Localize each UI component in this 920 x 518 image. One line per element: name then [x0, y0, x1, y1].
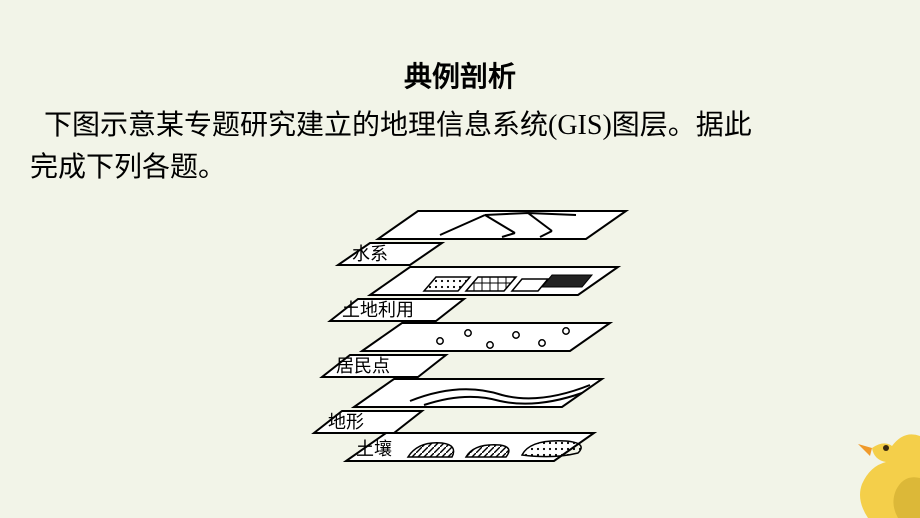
- layer-label-terrain: 地形: [328, 412, 364, 432]
- layer-landuse: 土地利用: [330, 267, 618, 321]
- layer-soil: 土壤: [346, 433, 594, 461]
- layer-label-settlements: 居民点: [336, 356, 390, 376]
- question-line-1: 下图示意某专题研究建立的地理信息系统(GIS)图层。据此: [44, 110, 752, 141]
- layer-label-soil: 土壤: [356, 439, 392, 459]
- layer-settlements: 居民点: [322, 323, 610, 377]
- layer-label-landuse: 土地利用: [342, 300, 414, 320]
- layer-terrain: 地形: [314, 379, 602, 433]
- layer-label-rivers: 水系: [352, 244, 388, 264]
- question-line-2: 完成下列各题。: [30, 147, 890, 189]
- section-title: 典例剖析: [30, 55, 890, 95]
- slide: 典例剖析 下图示意某专题研究建立的地理信息系统(GIS)图层。据此 完成下列各题…: [0, 0, 920, 518]
- question-text: 下图示意某专题研究建立的地理信息系统(GIS)图层。据此 完成下列各题。: [30, 105, 890, 189]
- layer-rivers: 水系: [338, 211, 626, 265]
- gis-layers-diagram: 水系 土地利用 居民点: [290, 195, 630, 463]
